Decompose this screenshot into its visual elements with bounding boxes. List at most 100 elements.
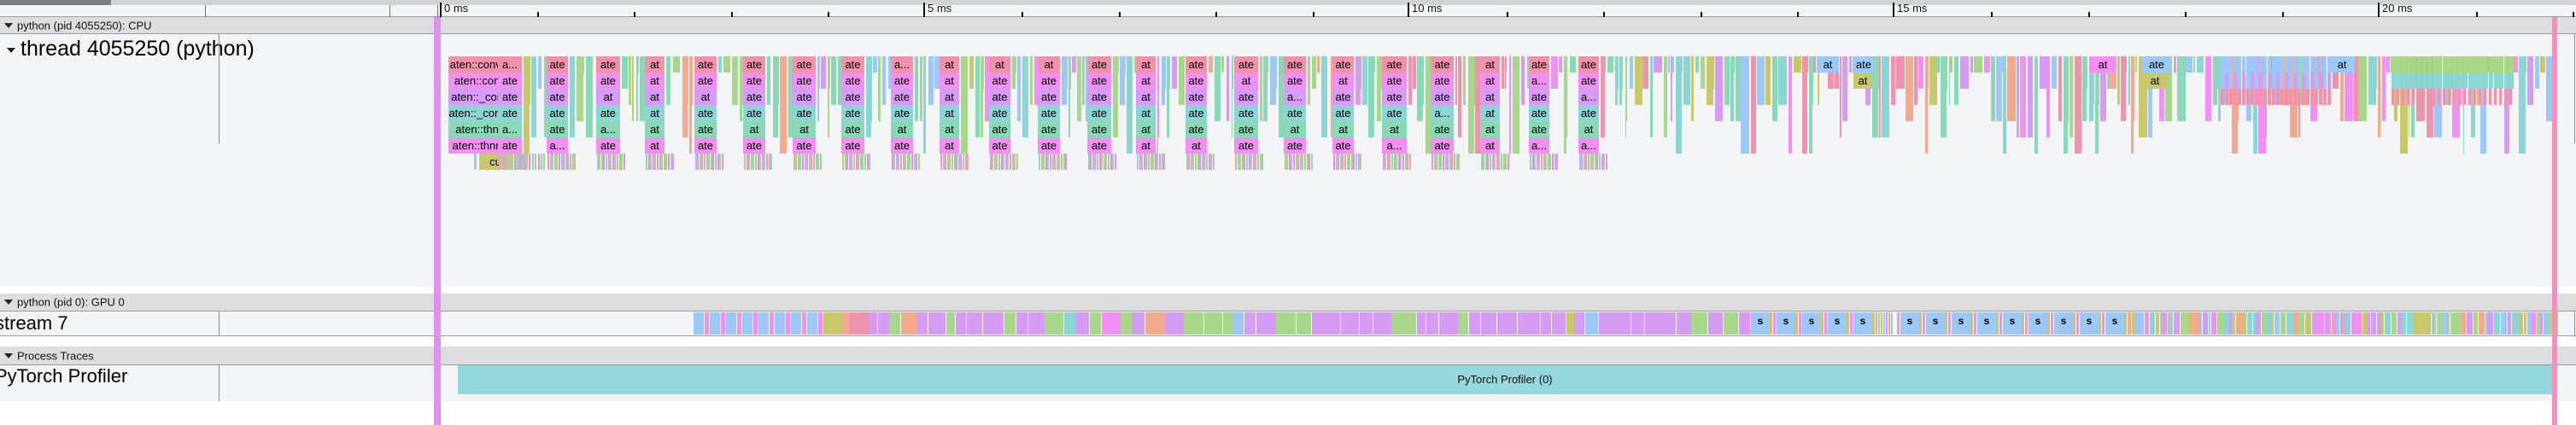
cpu-slice[interactable] <box>1509 73 1512 89</box>
cpu-slice[interactable]: a... <box>498 121 522 137</box>
gpu-slice[interactable] <box>1439 312 1458 335</box>
cpu-slice[interactable] <box>531 56 537 73</box>
cpu-slice[interactable] <box>1772 105 1777 121</box>
cpu-slice[interactable] <box>577 89 584 105</box>
cpu-slice[interactable] <box>2064 73 2069 89</box>
cpu-slice[interactable]: ate <box>694 56 717 73</box>
cpu-slice[interactable] <box>2070 89 2073 105</box>
cpu-slice[interactable] <box>1751 121 1757 137</box>
cpu-slice[interactable] <box>860 154 862 170</box>
cpu-slice[interactable] <box>1279 89 1285 105</box>
cpu-slice[interactable] <box>1068 56 1071 73</box>
cpu-slice[interactable] <box>2148 121 2152 137</box>
cpu-slice[interactable] <box>1650 73 1653 89</box>
gpu-slice[interactable] <box>2073 312 2075 335</box>
cpu-slice[interactable]: ate <box>841 89 864 105</box>
gpu-slice[interactable] <box>2437 312 2443 335</box>
cpu-slice[interactable] <box>923 137 926 154</box>
cpu-slice[interactable] <box>2290 121 2298 137</box>
cpu-slice[interactable] <box>758 154 759 170</box>
cpu-slice[interactable] <box>1835 73 1839 89</box>
cpu-slice[interactable] <box>1144 154 1145 170</box>
cpu-slice[interactable] <box>1765 56 1771 73</box>
cpu-slice[interactable] <box>788 56 795 73</box>
cpu-slice[interactable] <box>1443 154 1444 170</box>
cpu-slice[interactable] <box>2128 89 2130 105</box>
cpu-slice[interactable] <box>1360 154 1361 170</box>
cpu-slice[interactable]: ate <box>1284 73 1306 89</box>
cpu-slice[interactable] <box>1925 121 1929 137</box>
cpu-slice[interactable] <box>1438 154 1440 170</box>
gpu-slice[interactable] <box>2413 312 2420 335</box>
cpu-slice[interactable] <box>1676 89 1683 105</box>
cpu-slice[interactable] <box>2121 56 2127 73</box>
gpu-slice[interactable] <box>1373 312 1391 335</box>
cpu-slice[interactable] <box>2504 137 2509 154</box>
cpu-slice[interactable] <box>1199 154 1201 170</box>
cpu-slice[interactable] <box>1094 154 1096 170</box>
cpu-slice[interactable] <box>2302 73 2305 89</box>
cpu-slice[interactable] <box>2504 56 2509 73</box>
gpu-slice[interactable] <box>758 312 769 335</box>
cpu-slice[interactable] <box>1509 105 1511 121</box>
cpu-slice[interactable] <box>1590 154 1592 170</box>
cpu-slice[interactable] <box>1232 56 1233 73</box>
cpu-slice[interactable] <box>2319 73 2322 89</box>
cpu-slice[interactable] <box>1521 56 1525 73</box>
cpu-slice[interactable] <box>706 154 708 170</box>
cpu-slice[interactable] <box>817 154 819 170</box>
cpu-slice[interactable]: ate <box>1186 89 1207 105</box>
cpu-slice[interactable] <box>2448 73 2452 89</box>
cpu-slice[interactable] <box>2463 89 2466 105</box>
cpu-slice[interactable] <box>752 154 754 170</box>
cpu-slice[interactable] <box>1505 154 1507 170</box>
gpu-slice[interactable] <box>2305 312 2312 335</box>
cpu-slice[interactable] <box>1625 89 1627 105</box>
cpu-slice[interactable] <box>892 154 893 170</box>
cpu-slice[interactable]: ate <box>1234 137 1258 154</box>
cpu-slice[interactable] <box>2402 89 2404 105</box>
cpu-slice[interactable]: ate <box>1234 105 1258 121</box>
cpu-slice[interactable] <box>636 73 639 89</box>
cpu-slice[interactable] <box>958 154 960 170</box>
cpu-slice[interactable]: ate <box>989 89 1010 105</box>
cpu-slice[interactable] <box>1505 73 1507 89</box>
cpu-slice[interactable] <box>2082 56 2087 73</box>
cpu-slice[interactable] <box>567 154 569 170</box>
cpu-slice[interactable] <box>2480 89 2487 105</box>
cpu-slice[interactable]: at <box>940 73 959 89</box>
cpu-slice[interactable] <box>2280 73 2284 89</box>
cpu-slice[interactable] <box>610 154 612 170</box>
cpu-slice[interactable] <box>653 154 654 170</box>
cpu-slice[interactable] <box>2258 121 2267 137</box>
cpu-slice[interactable] <box>1730 105 1735 121</box>
cpu-slice[interactable] <box>1757 89 1765 105</box>
cpu-slice[interactable] <box>701 154 703 170</box>
cpu-slice[interactable] <box>717 154 719 170</box>
cpu-slice[interactable] <box>1113 105 1119 121</box>
cpu-slice[interactable] <box>2205 73 2212 89</box>
cpu-slice[interactable] <box>1155 154 1156 170</box>
cpu-slice[interactable] <box>956 154 957 170</box>
cpu-slice[interactable]: at <box>940 89 959 105</box>
cpu-slice[interactable] <box>1113 121 1118 137</box>
cpu-slice[interactable]: ate <box>1332 89 1354 105</box>
cpu-slice[interactable]: ate <box>1186 121 1207 137</box>
cpu-slice[interactable]: at <box>940 105 959 121</box>
gpu-slice[interactable] <box>2145 312 2150 335</box>
cpu-slice[interactable] <box>2258 105 2267 121</box>
cpu-slice[interactable] <box>544 73 548 89</box>
cpu-slice[interactable]: ate <box>1431 89 1454 105</box>
cpu-slice[interactable] <box>1724 73 1730 89</box>
cpu-slice[interactable] <box>1643 56 1649 73</box>
cpu-slice[interactable] <box>1941 121 1947 137</box>
gpu-slice[interactable] <box>2286 312 2293 335</box>
cpu-slice[interactable] <box>2477 73 2480 89</box>
cpu-slice[interactable] <box>831 73 836 89</box>
cpu-slice[interactable] <box>2003 137 2006 154</box>
cpu-slice[interactable] <box>975 105 980 121</box>
cpu-slice[interactable] <box>882 73 887 89</box>
cpu-slice[interactable] <box>1300 154 1302 170</box>
cpu-slice[interactable] <box>1879 89 1881 105</box>
cpu-slice[interactable] <box>1068 73 1071 89</box>
